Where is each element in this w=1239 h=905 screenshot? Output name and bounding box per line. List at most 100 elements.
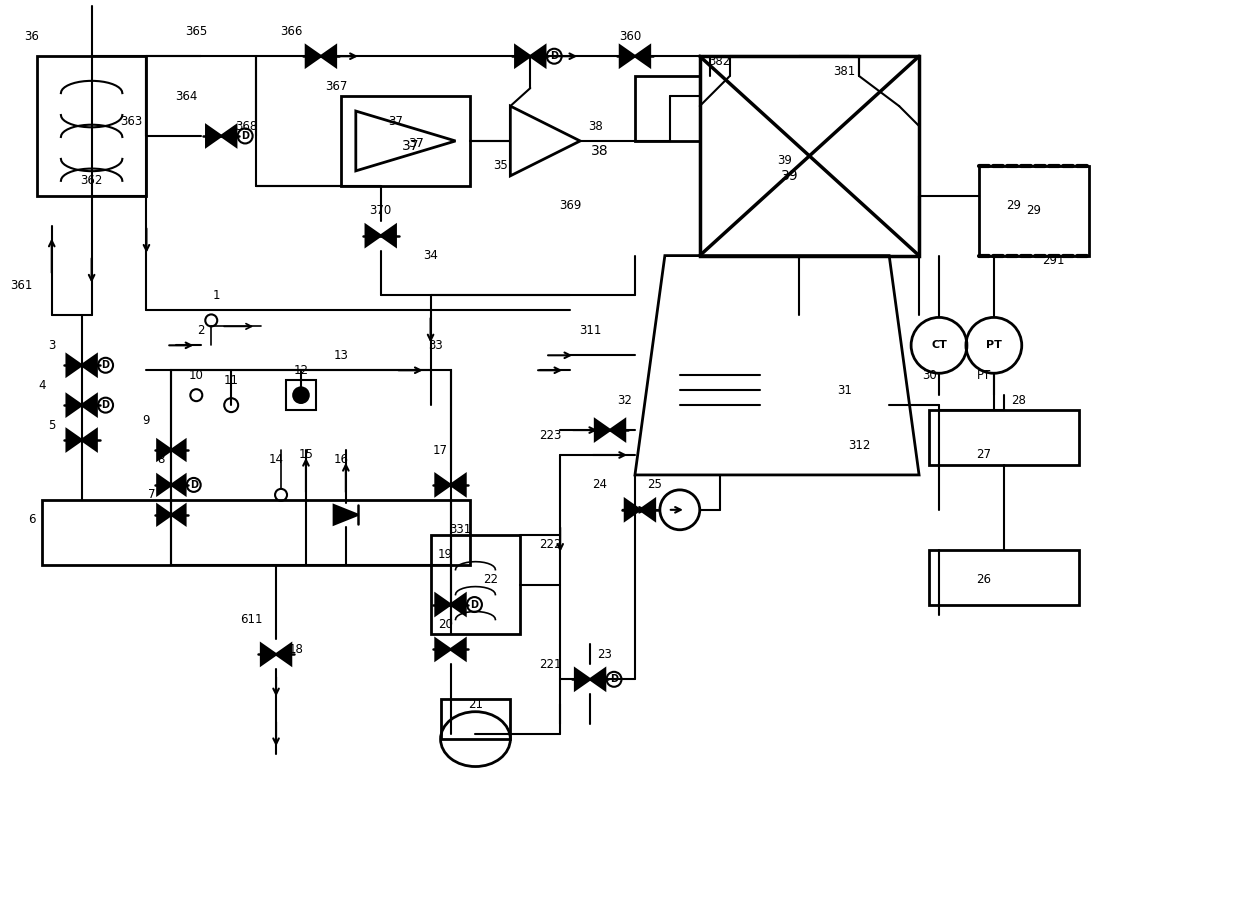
Text: 38: 38 — [591, 144, 608, 158]
Text: 222: 222 — [539, 538, 561, 551]
Text: 26: 26 — [976, 573, 991, 586]
Text: 3: 3 — [48, 338, 56, 352]
Polygon shape — [436, 474, 451, 495]
Text: 34: 34 — [424, 249, 439, 262]
Polygon shape — [436, 639, 451, 660]
Text: 12: 12 — [294, 364, 309, 376]
Text: 364: 364 — [175, 90, 197, 102]
Polygon shape — [530, 46, 545, 67]
Text: 362: 362 — [81, 175, 103, 187]
Text: D: D — [471, 599, 478, 610]
Polygon shape — [157, 475, 171, 495]
Circle shape — [292, 387, 309, 403]
Text: 30: 30 — [922, 368, 937, 382]
Text: 21: 21 — [468, 698, 483, 710]
Bar — [286, 380, 316, 410]
Polygon shape — [157, 505, 171, 525]
Polygon shape — [620, 46, 634, 67]
Bar — [634, 76, 700, 141]
Text: 7: 7 — [147, 489, 155, 501]
Polygon shape — [451, 474, 466, 495]
Polygon shape — [515, 46, 530, 67]
Text: 37: 37 — [401, 139, 419, 153]
Polygon shape — [595, 420, 610, 441]
Bar — [42, 500, 471, 565]
Polygon shape — [157, 440, 171, 460]
Text: 368: 368 — [235, 119, 258, 132]
Text: D: D — [190, 480, 198, 490]
Text: 361: 361 — [11, 279, 33, 292]
Polygon shape — [171, 475, 186, 495]
Text: 11: 11 — [224, 374, 239, 386]
Text: 15: 15 — [299, 449, 313, 462]
Text: 37: 37 — [388, 115, 403, 128]
Polygon shape — [451, 594, 466, 615]
Polygon shape — [67, 355, 82, 376]
Text: 291: 291 — [1042, 254, 1064, 267]
Text: 331: 331 — [450, 523, 472, 537]
Polygon shape — [321, 46, 336, 67]
Polygon shape — [639, 500, 655, 520]
Text: 20: 20 — [439, 618, 453, 631]
Text: 16: 16 — [333, 453, 348, 466]
Text: 5: 5 — [48, 419, 56, 432]
Text: 13: 13 — [333, 348, 348, 362]
Text: 39: 39 — [777, 155, 792, 167]
Polygon shape — [171, 440, 186, 460]
Text: 19: 19 — [439, 548, 453, 561]
Text: 366: 366 — [280, 24, 302, 38]
Bar — [171, 370, 451, 565]
Bar — [431, 535, 520, 634]
Text: 22: 22 — [483, 573, 498, 586]
Polygon shape — [380, 225, 395, 246]
Text: 31: 31 — [836, 384, 851, 396]
Polygon shape — [306, 46, 321, 67]
Text: 38: 38 — [587, 119, 602, 132]
Polygon shape — [624, 500, 639, 520]
Text: D: D — [550, 52, 559, 62]
Text: 17: 17 — [434, 443, 449, 456]
Text: 369: 369 — [559, 199, 581, 213]
Bar — [341, 96, 471, 186]
Text: 6: 6 — [28, 513, 36, 527]
Text: 360: 360 — [618, 30, 641, 43]
Text: 365: 365 — [185, 24, 207, 38]
Text: 33: 33 — [429, 338, 442, 352]
Text: D: D — [242, 131, 249, 141]
Text: 367: 367 — [325, 80, 347, 92]
Text: D: D — [610, 674, 618, 684]
Text: 223: 223 — [539, 429, 561, 442]
Text: 1: 1 — [213, 289, 221, 302]
Polygon shape — [67, 430, 82, 451]
Bar — [441, 700, 510, 739]
Bar — [929, 549, 1079, 605]
Text: PT: PT — [976, 368, 991, 382]
Polygon shape — [171, 505, 186, 525]
Polygon shape — [222, 126, 237, 147]
Polygon shape — [366, 225, 380, 246]
Text: 28: 28 — [1011, 394, 1026, 406]
Text: 23: 23 — [597, 648, 612, 661]
Text: 382: 382 — [709, 54, 731, 68]
Polygon shape — [67, 395, 82, 415]
Polygon shape — [333, 505, 358, 524]
Text: 2: 2 — [197, 324, 204, 337]
Bar — [37, 56, 146, 195]
Text: 8: 8 — [157, 453, 165, 466]
Text: 611: 611 — [240, 613, 263, 626]
Text: 35: 35 — [493, 159, 508, 172]
Text: 37: 37 — [408, 138, 424, 150]
Text: 221: 221 — [539, 658, 561, 671]
Polygon shape — [261, 644, 276, 665]
Text: PT: PT — [986, 340, 1002, 350]
Polygon shape — [590, 669, 605, 690]
Bar — [979, 166, 1089, 255]
Polygon shape — [575, 669, 590, 690]
Text: 10: 10 — [188, 368, 203, 382]
Text: 24: 24 — [592, 479, 607, 491]
Text: 4: 4 — [38, 378, 46, 392]
Text: 39: 39 — [781, 169, 798, 183]
Text: 312: 312 — [847, 439, 871, 452]
Text: CT: CT — [930, 340, 947, 350]
Text: 311: 311 — [579, 324, 601, 337]
